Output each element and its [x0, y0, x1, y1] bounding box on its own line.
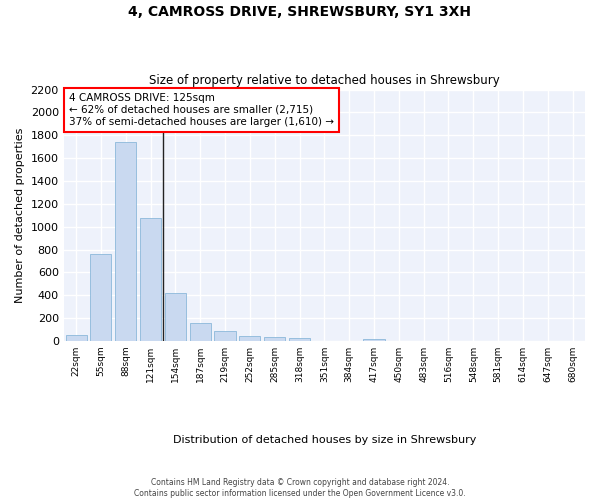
- Bar: [165, 293, 186, 341]
- Title: Size of property relative to detached houses in Shrewsbury: Size of property relative to detached ho…: [149, 74, 500, 87]
- Bar: [289, 338, 310, 341]
- Bar: [264, 337, 285, 341]
- Y-axis label: Number of detached properties: Number of detached properties: [15, 128, 25, 303]
- Bar: [115, 142, 136, 341]
- Bar: [91, 254, 112, 341]
- Text: 4 CAMROSS DRIVE: 125sqm
← 62% of detached houses are smaller (2,715)
37% of semi: 4 CAMROSS DRIVE: 125sqm ← 62% of detache…: [69, 94, 334, 126]
- X-axis label: Distribution of detached houses by size in Shrewsbury: Distribution of detached houses by size …: [173, 435, 476, 445]
- Bar: [214, 332, 236, 341]
- Text: 4, CAMROSS DRIVE, SHREWSBURY, SY1 3XH: 4, CAMROSS DRIVE, SHREWSBURY, SY1 3XH: [128, 5, 472, 19]
- Bar: [140, 218, 161, 341]
- Bar: [364, 339, 385, 341]
- Bar: [65, 334, 86, 341]
- Text: Contains HM Land Registry data © Crown copyright and database right 2024.
Contai: Contains HM Land Registry data © Crown c…: [134, 478, 466, 498]
- Bar: [190, 324, 211, 341]
- Bar: [239, 336, 260, 341]
